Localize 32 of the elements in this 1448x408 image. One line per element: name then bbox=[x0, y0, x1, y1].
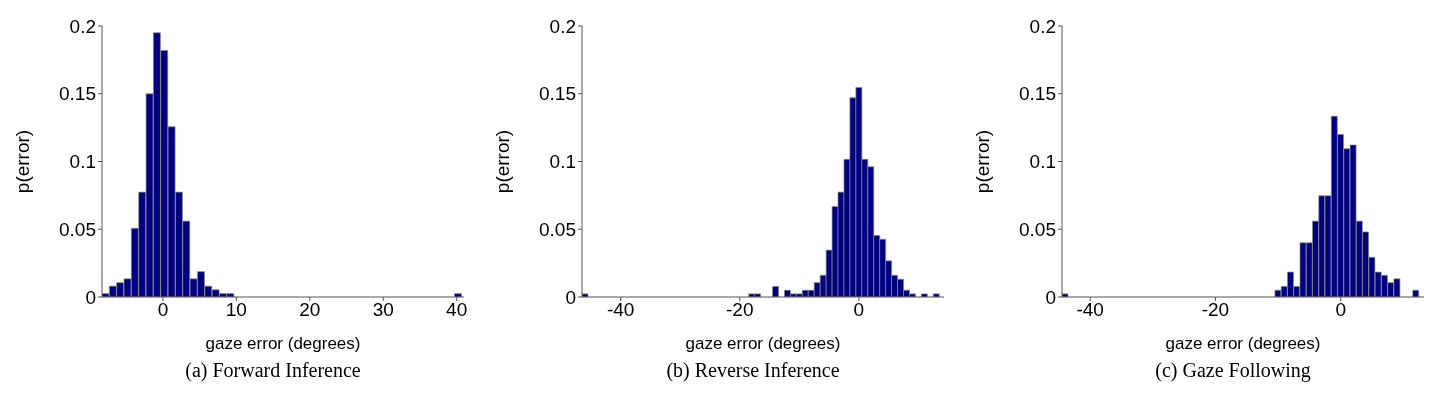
x-tick-label: 0 bbox=[157, 299, 169, 321]
x-tick-label: 0 bbox=[1335, 299, 1346, 321]
x-axis-title: gaze error (degrees) bbox=[205, 334, 361, 353]
y-tick-label: 0.15 bbox=[1019, 83, 1056, 105]
x-tick-label: 40 bbox=[446, 299, 468, 321]
y-tick-label: 0.15 bbox=[59, 83, 96, 105]
x-axis-title: gaze error (degrees) bbox=[1165, 334, 1321, 353]
x-tick-label: 0 bbox=[853, 299, 865, 321]
y-tick-label: 0.1 bbox=[549, 151, 576, 173]
y-tick-label: 0.05 bbox=[539, 218, 576, 240]
y-axis-title: p(error) bbox=[971, 129, 993, 194]
y-axis-title: p(error) bbox=[491, 129, 513, 194]
y-tick-label: 0.2 bbox=[1029, 15, 1056, 37]
x-tick-label: -20 bbox=[726, 299, 754, 321]
x-tick-label: -40 bbox=[1076, 299, 1104, 321]
y-tick-label: 0.05 bbox=[59, 218, 96, 240]
text: (a) Forward Inference bbox=[184, 359, 362, 382]
y-tick-label: 0.15 bbox=[539, 83, 576, 105]
x-tick-label: 10 bbox=[225, 299, 247, 321]
y-tick-label: 0.1 bbox=[69, 151, 96, 173]
y-tick-label: 0.2 bbox=[69, 15, 96, 37]
x-axis-title: gaze error (degrees) bbox=[685, 334, 841, 353]
text: (c) Gaze Following bbox=[1154, 359, 1312, 382]
y-tick-label: 0.2 bbox=[549, 15, 576, 37]
x-tick-label: -40 bbox=[606, 299, 635, 321]
y-axis-title: p(error) bbox=[11, 129, 33, 194]
x-tick-label: -20 bbox=[1201, 299, 1230, 321]
y-tick-label: 0.1 bbox=[1029, 151, 1056, 173]
x-tick-label: 20 bbox=[299, 299, 321, 321]
y-tick-label: 0.05 bbox=[1019, 218, 1056, 240]
x-tick-label: 30 bbox=[372, 299, 394, 321]
text: (b) Reverse Inference bbox=[665, 359, 841, 382]
